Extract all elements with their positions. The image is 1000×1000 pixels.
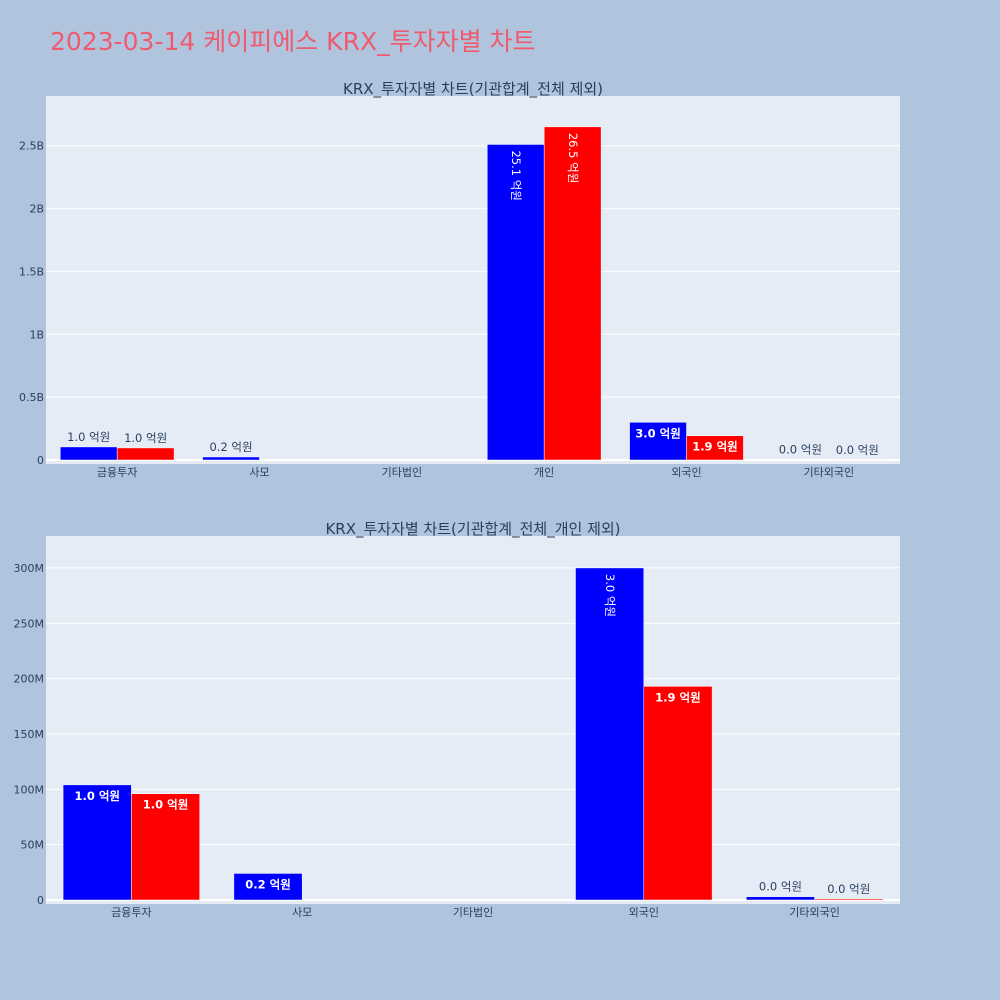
bar[interactable] xyxy=(202,456,260,461)
bar-value-label: 26.5 억원 xyxy=(566,133,580,183)
x-tick-label: 외국인 xyxy=(671,466,701,479)
bar-value-label: 3.0 억원 xyxy=(603,574,617,617)
bar[interactable] xyxy=(59,446,118,461)
x-tick-label: 기타법인 xyxy=(453,906,493,919)
bar-value-label: 1.0 억원 xyxy=(74,789,120,803)
chart-panel-1: 0 0.5B 1B 1.5B 2B 2.5B KRX_투자자별 차트(기관합계_전체 제외)… xyxy=(19,80,900,479)
x-tick-label: 외국인 xyxy=(629,906,659,919)
bar[interactable] xyxy=(62,784,132,901)
bar[interactable] xyxy=(814,898,884,901)
y-tick-label: 100M xyxy=(14,783,45,796)
x-tick-label: 금융투자 xyxy=(111,906,151,919)
subplot-title: KRX_투자자별 차트(기관합계_전체 제외) xyxy=(343,80,603,99)
bar-value-label: 0.2 억원 xyxy=(245,877,291,891)
plot-area xyxy=(46,96,900,464)
bar-value-label: 1.0 억원 xyxy=(124,431,167,445)
bar[interactable] xyxy=(575,567,645,901)
x-tick-label: 기타법인 xyxy=(382,466,422,479)
bar-value-label: 0.0 억원 xyxy=(827,882,870,896)
bar-value-label: 25.1 억원 xyxy=(509,150,523,200)
y-tick-label: 250M xyxy=(14,617,45,630)
bar[interactable] xyxy=(686,435,744,461)
chart-panel-2: 0 50M 100M 150M 200M 250M 300M KRX_투자자별 차트(기관합계… xyxy=(14,520,900,919)
y-tick-label: 2B xyxy=(29,203,44,216)
bar-value-label: 0.0 억원 xyxy=(836,443,879,457)
bar[interactable] xyxy=(543,126,602,461)
bar[interactable] xyxy=(131,793,200,901)
bar[interactable] xyxy=(629,422,687,461)
y-tick-label: 2.5B xyxy=(19,140,44,153)
y-tick-label: 1B xyxy=(29,328,44,341)
bar[interactable] xyxy=(746,896,815,901)
y-tick-label: 150M xyxy=(14,728,45,741)
bar-value-label: 1.0 억원 xyxy=(143,798,189,812)
bar-value-label: 0.0 억원 xyxy=(759,880,802,894)
y-tick-label: 0 xyxy=(37,894,44,907)
x-tick-label: 사모 xyxy=(249,466,269,479)
x-tick-label: 금융투자 xyxy=(97,466,137,479)
y-tick-label: 200M xyxy=(14,673,45,686)
bar-value-label: 1.9 억원 xyxy=(692,440,738,454)
bar-value-label: 0.0 억원 xyxy=(779,443,822,457)
y-tick-label: 0 xyxy=(37,454,44,467)
bar-value-label: 1.0 억원 xyxy=(67,430,110,444)
x-tick-label: 사모 xyxy=(292,906,312,919)
x-tick-label: 기타외국인 xyxy=(804,466,855,479)
bar-value-label: 1.9 억원 xyxy=(655,690,701,704)
bar-value-label: 3.0 억원 xyxy=(635,426,681,440)
bar[interactable] xyxy=(116,447,175,461)
x-tick-label: 기타외국인 xyxy=(789,906,840,919)
main-title: 2023-03-14 케이피에스 KRX_투자자별 차트 xyxy=(50,27,536,56)
bar[interactable] xyxy=(643,686,713,901)
x-tick-label: 개인 xyxy=(534,466,554,479)
bar-value-label: 0.2 억원 xyxy=(209,440,252,454)
y-tick-label: 0.5B xyxy=(19,391,44,404)
y-tick-label: 1.5B xyxy=(19,265,44,278)
bar[interactable] xyxy=(233,873,303,901)
y-tick-label: 300M xyxy=(14,562,45,575)
y-tick-label: 50M xyxy=(21,839,45,852)
subplot-title: KRX_투자자별 차트(기관합계_전체_개인 제외) xyxy=(325,520,620,539)
